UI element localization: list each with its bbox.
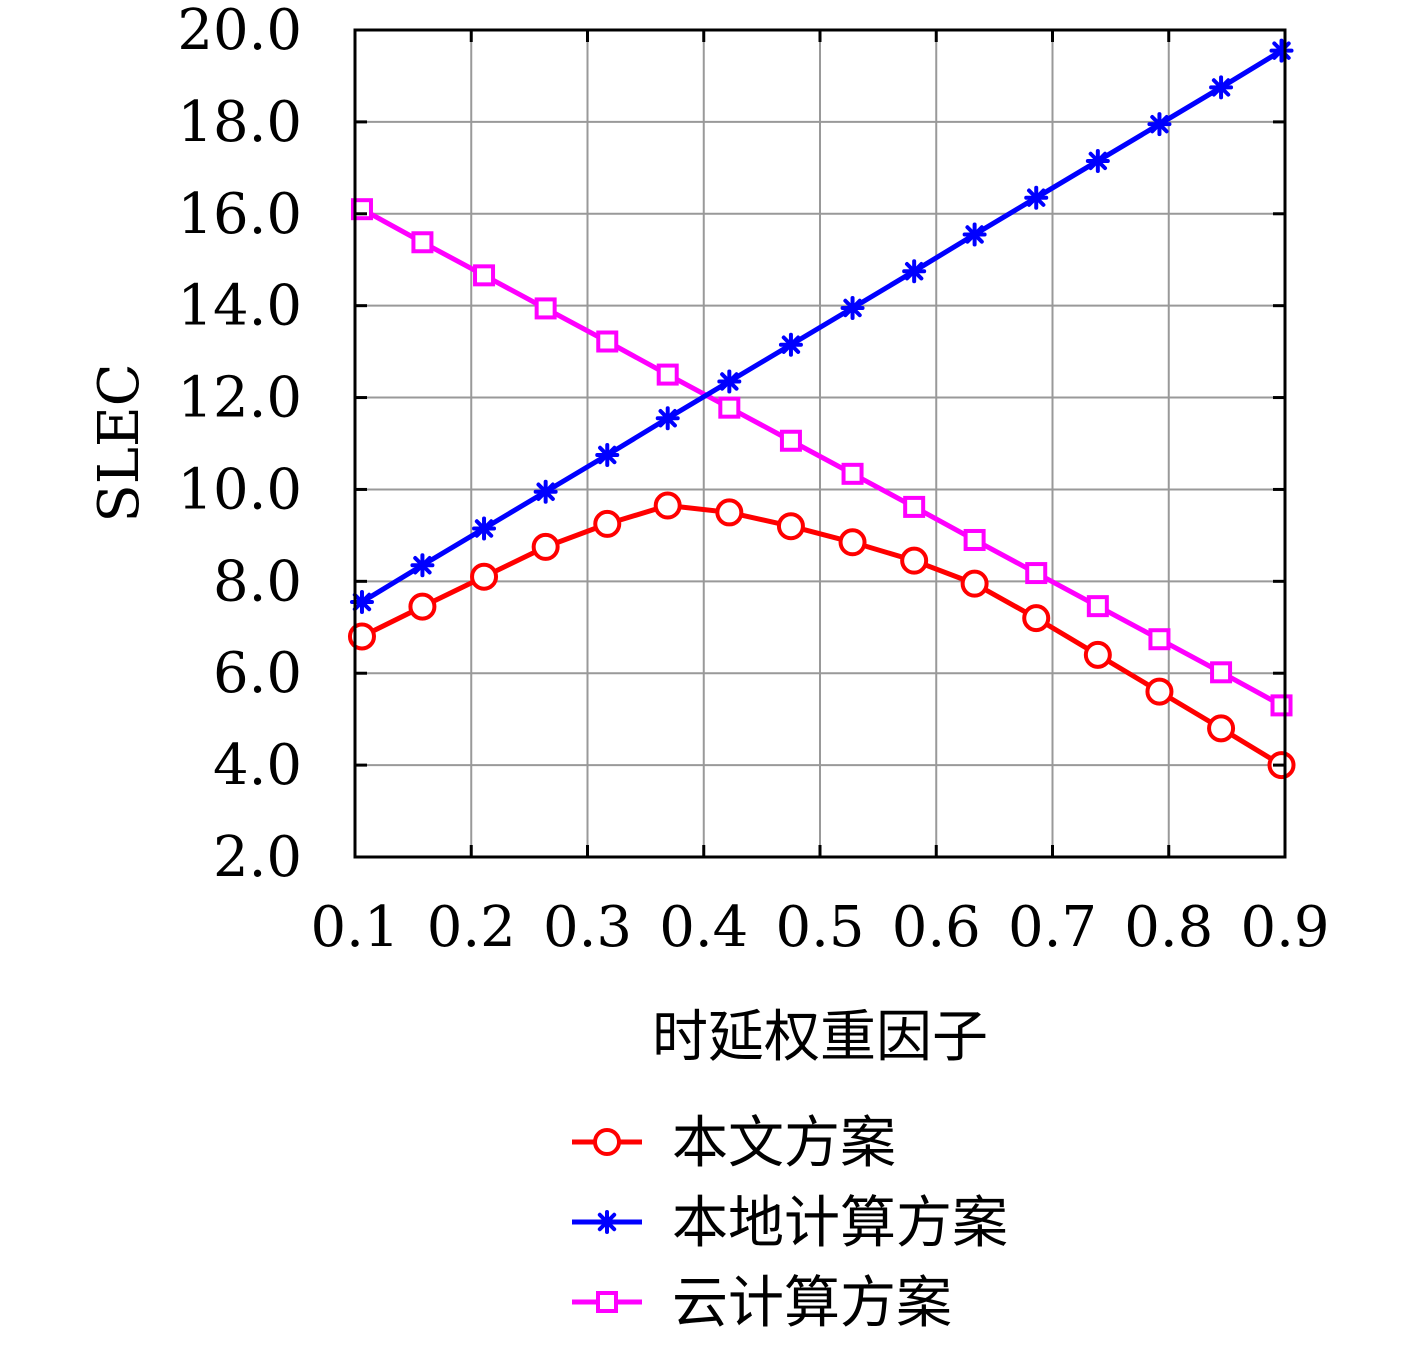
- data-point: [960, 569, 989, 598]
- data-point: [1270, 694, 1293, 717]
- x-tick-label: 0.4: [659, 895, 748, 960]
- data-point: [717, 369, 742, 394]
- y-tick-label: 4.0: [213, 733, 302, 798]
- data-point: [779, 429, 802, 452]
- x-tick-label: 0.1: [310, 895, 399, 960]
- x-tick-label: 0.7: [1008, 895, 1097, 960]
- legend-marker: [593, 1128, 621, 1156]
- ticks: [353, 28, 1287, 859]
- data-point: [962, 222, 987, 247]
- series-2: [350, 198, 1293, 717]
- data-point: [411, 231, 434, 254]
- data-point: [470, 562, 499, 591]
- x-tick-label: 0.5: [775, 895, 864, 960]
- data-point: [1269, 38, 1294, 63]
- legend-label: 本文方案: [672, 1111, 896, 1176]
- data-point: [653, 491, 682, 520]
- series-line: [360, 48, 1283, 605]
- series-layer: [347, 38, 1296, 780]
- data-point: [533, 479, 558, 504]
- data-point: [900, 546, 929, 575]
- data-point: [656, 363, 679, 386]
- data-point: [840, 295, 865, 320]
- series-line: [360, 206, 1283, 708]
- data-point: [1085, 148, 1110, 173]
- data-point: [776, 512, 805, 541]
- data-point: [595, 442, 620, 467]
- data-point: [1210, 661, 1233, 684]
- data-point: [902, 259, 927, 284]
- legend-marker: [596, 1291, 618, 1313]
- data-point: [531, 532, 560, 561]
- series-1: [349, 38, 1294, 615]
- legend-label: 云计算方案: [672, 1271, 952, 1336]
- data-point: [655, 406, 680, 431]
- y-tick-label: 18.0: [177, 90, 302, 155]
- data-point: [408, 592, 437, 621]
- y-tick-label: 14.0: [177, 274, 302, 339]
- data-point: [1207, 714, 1236, 743]
- data-point: [718, 396, 741, 419]
- data-point: [838, 528, 867, 557]
- x-axis-label: 时延权重因子: [652, 1005, 988, 1070]
- y-axis-label: SLEC: [87, 363, 152, 522]
- legend-marker: [595, 1210, 619, 1234]
- data-point: [472, 516, 497, 541]
- legend-label: 本地计算方案: [672, 1191, 1008, 1256]
- series-0: [347, 491, 1296, 780]
- data-point: [841, 462, 864, 485]
- legend-item-1: 本地计算方案: [572, 1191, 1008, 1256]
- data-point: [715, 498, 744, 527]
- data-point: [778, 332, 803, 357]
- data-point: [410, 553, 435, 578]
- y-tick-label: 16.0: [177, 182, 302, 247]
- grid: [355, 30, 1285, 857]
- data-point: [1024, 185, 1049, 210]
- x-tick-label: 0.3: [543, 895, 632, 960]
- data-point: [1147, 112, 1172, 137]
- data-point: [963, 528, 986, 551]
- data-point: [534, 297, 557, 320]
- legend-item-2: 云计算方案: [572, 1271, 952, 1336]
- y-tick-label: 6.0: [213, 641, 302, 706]
- data-point: [903, 495, 926, 518]
- series-line: [360, 503, 1283, 768]
- data-point: [1145, 677, 1174, 706]
- y-tick-label: 12.0: [177, 366, 302, 431]
- y-tick-label: 10.0: [177, 457, 302, 522]
- x-tick-label: 0.8: [1124, 895, 1213, 960]
- y-tick-label: 8.0: [213, 549, 302, 614]
- legend-item-0: 本文方案: [572, 1111, 896, 1176]
- y-tick-label: 2.0: [213, 825, 302, 890]
- y-tick-label: 20.0: [177, 0, 302, 63]
- tick-labels: 0.1 0.2 0.3 0.4 0.5 0.6 0.7 0.8 0.9 2.0 4.0 6.0 8.0 1…: [177, 0, 1329, 960]
- data-point: [1209, 75, 1234, 100]
- data-point: [1022, 604, 1051, 633]
- data-point: [473, 264, 496, 287]
- data-point: [1086, 595, 1109, 618]
- x-tick-label: 0.6: [892, 895, 981, 960]
- x-tick-label: 0.9: [1240, 895, 1329, 960]
- data-point: [1148, 628, 1171, 651]
- data-point: [1025, 562, 1048, 585]
- data-point: [593, 509, 622, 538]
- data-point: [596, 330, 619, 353]
- x-tick-label: 0.2: [427, 895, 516, 960]
- data-point: [1083, 640, 1112, 669]
